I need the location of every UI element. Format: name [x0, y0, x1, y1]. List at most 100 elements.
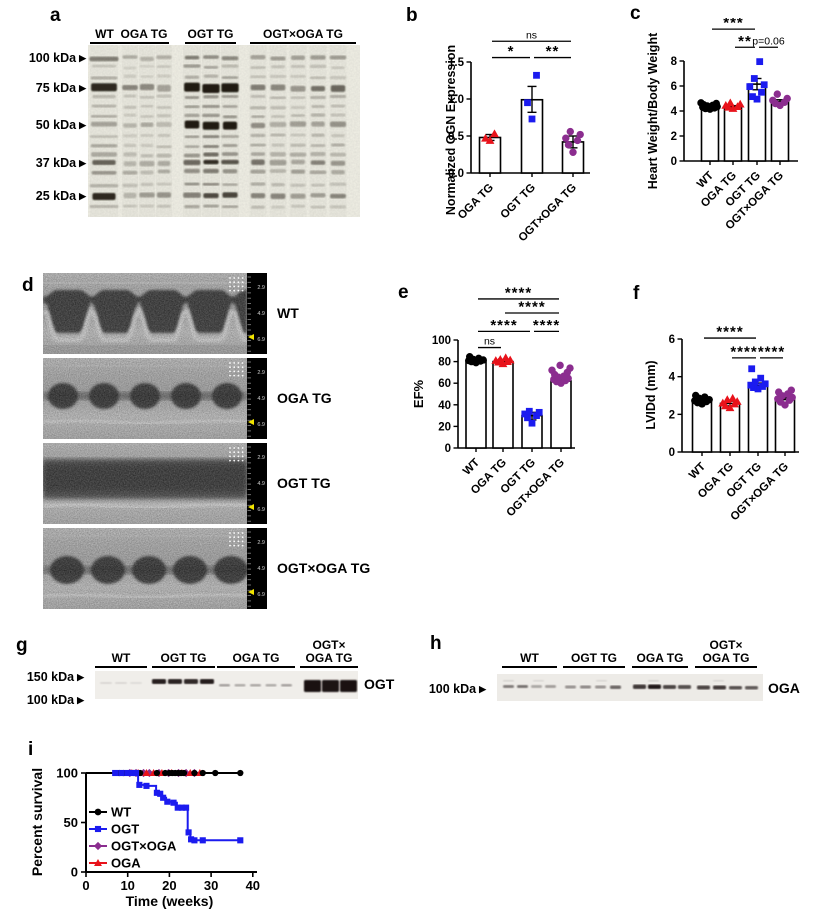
svg-text:OGA TG: OGA TG	[456, 182, 496, 222]
svg-text:2: 2	[669, 409, 675, 421]
svg-text:50: 50	[64, 815, 78, 830]
svg-text:80: 80	[438, 357, 451, 369]
svg-text:6: 6	[671, 81, 677, 93]
blot-h-lane-label-ogt-tg: OGT TG	[563, 633, 625, 668]
svg-text:Normalized OGN Expression: Normalized OGN Expression	[444, 45, 458, 215]
svg-text:1.0: 1.0	[448, 94, 464, 106]
kda-marker-g-100: 100 kDa ▶	[26, 693, 84, 707]
western-blot-a	[88, 45, 360, 217]
svg-text:****: ****	[716, 324, 743, 341]
kda-marker-50: 50 kDa ▶	[35, 118, 86, 132]
svg-text:OGT×OGA: OGT×OGA	[111, 839, 177, 854]
svg-text:EF%: EF%	[411, 379, 426, 408]
svg-text:LVIDd (mm): LVIDd (mm)	[644, 360, 658, 429]
band-arrow-icon: ▶	[79, 120, 86, 130]
western-blot-ogt	[95, 671, 358, 699]
band-arrow-icon: ▶	[79, 83, 86, 93]
svg-text:0: 0	[71, 865, 78, 880]
blot-h-lane-label-wt: WT	[502, 633, 557, 668]
band-arrow-icon: ▶	[79, 191, 86, 201]
survival-chart: 0 50 100 0 10 20 30 40 Time (weeks) Percent survi…	[29, 766, 260, 910]
svg-text:40: 40	[438, 400, 451, 412]
svg-text:4.9: 4.9	[257, 481, 265, 487]
svg-text:2.9: 2.9	[257, 540, 265, 546]
band-arrow-icon: ▶	[77, 672, 84, 682]
svg-text:****: ****	[533, 317, 560, 334]
svg-text:4.9: 4.9	[257, 396, 265, 402]
kda-marker-100: 100 kDa ▶	[28, 51, 86, 65]
echo-image-oga-tg: 2.9 4.9 6.9	[43, 358, 267, 439]
panel-e-letter: e	[398, 282, 409, 303]
svg-text:OGT: OGT	[111, 822, 139, 837]
western-blot-oga	[497, 674, 763, 701]
svg-text:WT: WT	[461, 457, 482, 478]
svg-text:60: 60	[438, 378, 451, 390]
blot-g-lane-label-ogtxoga-tg: OGT× OGA TG	[300, 633, 358, 668]
panel-a-letter: a	[50, 5, 61, 26]
svg-text:40: 40	[246, 878, 260, 893]
svg-text:30: 30	[204, 878, 218, 893]
blot-a-lane-label-ogtxoga-tg: OGT×OGA TG	[250, 22, 356, 44]
svg-text:ns: ns	[526, 29, 537, 41]
echo-image-wt: 2.9 4.9 6.9	[43, 273, 267, 354]
svg-text:20: 20	[438, 421, 451, 433]
svg-text:6: 6	[669, 334, 675, 346]
echo-label-ogt-tg: OGT TG	[277, 475, 331, 491]
kda-marker-g-150: 150 kDa ▶	[26, 670, 84, 684]
band-arrow-icon: ▶	[79, 158, 86, 168]
kda-marker-25: 25 kDa ▶	[35, 189, 86, 203]
band-arrow-icon: ▶	[77, 695, 84, 705]
svg-text:OGA: OGA	[111, 856, 141, 871]
blot-g-protein-label: OGT	[364, 676, 395, 692]
svg-text:****: ****	[490, 317, 517, 334]
panel-h-letter: h	[430, 633, 442, 654]
blot-h-lane-label-ogtxoga-tg: OGT× OGA TG	[695, 633, 757, 668]
svg-text:Percent survival: Percent survival	[29, 768, 45, 876]
svg-text:2.9: 2.9	[257, 455, 265, 461]
svg-text:WT: WT	[687, 461, 708, 482]
svg-text:*: *	[508, 43, 515, 60]
svg-text:8: 8	[671, 56, 678, 68]
band-arrow-icon: ▶	[79, 53, 86, 63]
svg-text:2.9: 2.9	[257, 285, 265, 291]
panel-f-letter: f	[633, 283, 640, 304]
svg-text:OGT TG: OGT TG	[498, 182, 538, 222]
echo-image-ogt-tg: 2.9 4.9 6.9	[43, 443, 267, 524]
svg-text:p=0.06: p=0.06	[752, 35, 785, 47]
blot-h-protein-label: OGA	[768, 680, 800, 696]
panel-b-letter: b	[406, 5, 418, 26]
svg-text:0.5: 0.5	[448, 131, 465, 143]
svg-text:2: 2	[671, 131, 677, 143]
svg-text:****: ****	[758, 343, 785, 360]
blot-g-lane-label-oga-tg: OGA TG	[217, 633, 295, 668]
svg-text:0: 0	[669, 447, 675, 459]
svg-text:6.9: 6.9	[257, 337, 265, 343]
svg-text:100: 100	[56, 766, 78, 781]
svg-text:**: **	[738, 33, 752, 50]
svg-text:WT: WT	[111, 805, 131, 820]
svg-text:6.9: 6.9	[257, 422, 265, 428]
svg-text:Heart Weight/Body Weight: Heart Weight/Body Weight	[646, 32, 660, 189]
svg-text:****: ****	[730, 343, 757, 360]
svg-text:6.9: 6.9	[257, 507, 265, 513]
panel-i-letter: i	[28, 739, 34, 760]
svg-text:10: 10	[120, 878, 134, 893]
blot-a-lane-label-ogt-tg: OGT TG	[185, 22, 236, 44]
kda-marker-75: 75 kDa ▶	[35, 81, 86, 95]
svg-text:4: 4	[669, 372, 676, 384]
svg-text:**: **	[546, 43, 560, 60]
band-arrow-icon: ▶	[479, 684, 486, 694]
kda-marker-h-100: 100 kDa ▶	[428, 682, 486, 696]
panel-d-letter: d	[22, 275, 34, 296]
echo-image-ogtxoga-tg: 2.9 4.9 6.9	[43, 528, 267, 609]
svg-text:****: ****	[505, 285, 532, 301]
svg-text:1.5: 1.5	[448, 57, 465, 69]
svg-text:4: 4	[671, 106, 678, 118]
svg-text:2.9: 2.9	[257, 370, 265, 376]
blot-g-lane-label-ogt-tg: OGT TG	[152, 633, 215, 668]
svg-text:Time (weeks): Time (weeks)	[126, 893, 214, 909]
svg-text:0: 0	[671, 156, 677, 168]
